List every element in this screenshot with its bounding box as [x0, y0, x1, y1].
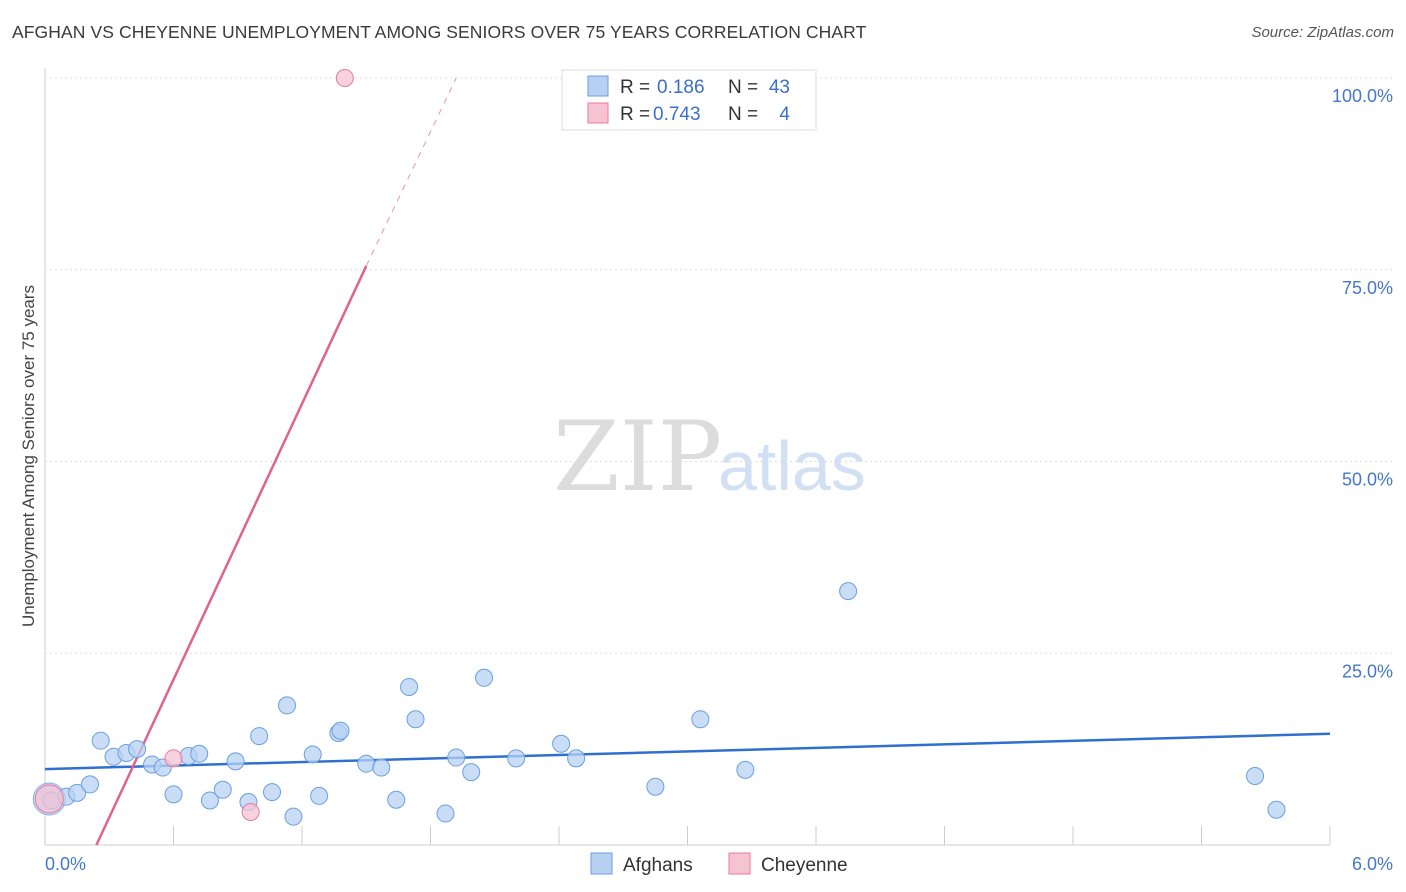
point-afghans-17 [250, 727, 269, 746]
legend: R = 0.186 N = 43 R = 0.743 N = 4 [561, 69, 817, 131]
legend-r-label-cheyenne: R = [620, 104, 650, 125]
legend-r-label-afghans: R = [620, 77, 650, 98]
point-afghans-25 [357, 754, 376, 773]
point-afghans-24 [331, 721, 350, 740]
legend-n-label-cheyenne: N = [728, 104, 758, 125]
point-afghans-19 [278, 696, 297, 715]
point-afghans-18 [263, 783, 282, 802]
point-cheyenne-2 [241, 803, 260, 822]
point-afghans-38 [691, 710, 710, 729]
point-afghans-21 [303, 745, 322, 764]
point-afghans-32 [462, 763, 481, 782]
y-tick-label-50: 50.0% [1342, 470, 1393, 490]
watermark-atlas: atlas [718, 427, 866, 505]
point-afghans-39 [736, 760, 755, 779]
legend-n-value-cheyenne: 4 [779, 104, 790, 125]
point-afghans-22 [310, 786, 329, 805]
point-cheyenne-3 [335, 69, 354, 87]
point-afghans-34 [507, 749, 526, 768]
point-afghans-28 [400, 677, 419, 696]
bottom-legend-label-afghans: Afghans [623, 855, 693, 876]
y-tick-label-100: 100.0% [1332, 86, 1393, 106]
point-afghans-4 [91, 731, 110, 750]
point-afghans-37 [646, 777, 665, 796]
bottom-legend-swatch-cheyenne [728, 852, 751, 875]
trendline-afghans [44, 732, 1331, 771]
legend-n-value-afghans: 43 [769, 77, 790, 98]
chart-source: Source: ZipAtlas.com [1251, 24, 1394, 41]
bottom-legend-swatch-afghans [590, 852, 613, 875]
point-afghans-14 [213, 780, 232, 799]
point-afghans-35 [552, 734, 571, 753]
bottom-legend-label-cheyenne: Cheyenne [761, 855, 848, 876]
point-afghans-41 [1246, 766, 1265, 785]
point-afghans-2 [68, 783, 87, 802]
point-afghans-40 [839, 582, 858, 601]
point-afghans-30 [436, 804, 455, 823]
legend-r-value-afghans: 0.186 [657, 77, 705, 98]
x-tick-label-max: 6.0% [1352, 854, 1393, 874]
point-afghans-3 [80, 775, 99, 794]
point-afghans-36 [567, 749, 586, 768]
x-tick-label-min: 0.0% [45, 854, 86, 874]
point-afghans-15 [226, 752, 245, 771]
point-afghans-7 [128, 740, 147, 759]
legend-swatch-cheyenne [587, 102, 609, 124]
point-afghans-27 [387, 790, 406, 809]
y-tick-label-25: 25.0% [1342, 661, 1393, 681]
legend-n-label-afghans: N = [728, 77, 758, 98]
point-afghans-12 [190, 744, 209, 763]
point-afghans-26 [372, 758, 391, 777]
legend-swatch-afghans [587, 75, 609, 97]
point-afghans-20 [284, 807, 303, 826]
point-afghans-13 [200, 791, 219, 810]
y-axis-label: Unemployment Among Seniors over 75 years [19, 285, 38, 627]
point-cheyenne-0 [34, 784, 64, 814]
point-afghans-31 [447, 748, 466, 767]
point-cheyenne-1 [164, 749, 183, 768]
point-afghans-10 [164, 785, 183, 804]
point-afghans-29 [406, 710, 425, 729]
watermark-zip: ZIP [553, 401, 722, 513]
bottom-legend: Afghans Cheyenne [590, 852, 848, 876]
y-tick-label-75: 75.0% [1342, 278, 1393, 298]
legend-r-value-cheyenne: 0.743 [653, 104, 701, 125]
point-afghans-42 [1267, 800, 1286, 819]
chart-title: AFGHAN VS CHEYENNE UNEMPLOYMENT AMONG SE… [12, 22, 867, 42]
trendline-cheyenne-extension [365, 77, 457, 267]
point-afghans-33 [475, 668, 494, 687]
